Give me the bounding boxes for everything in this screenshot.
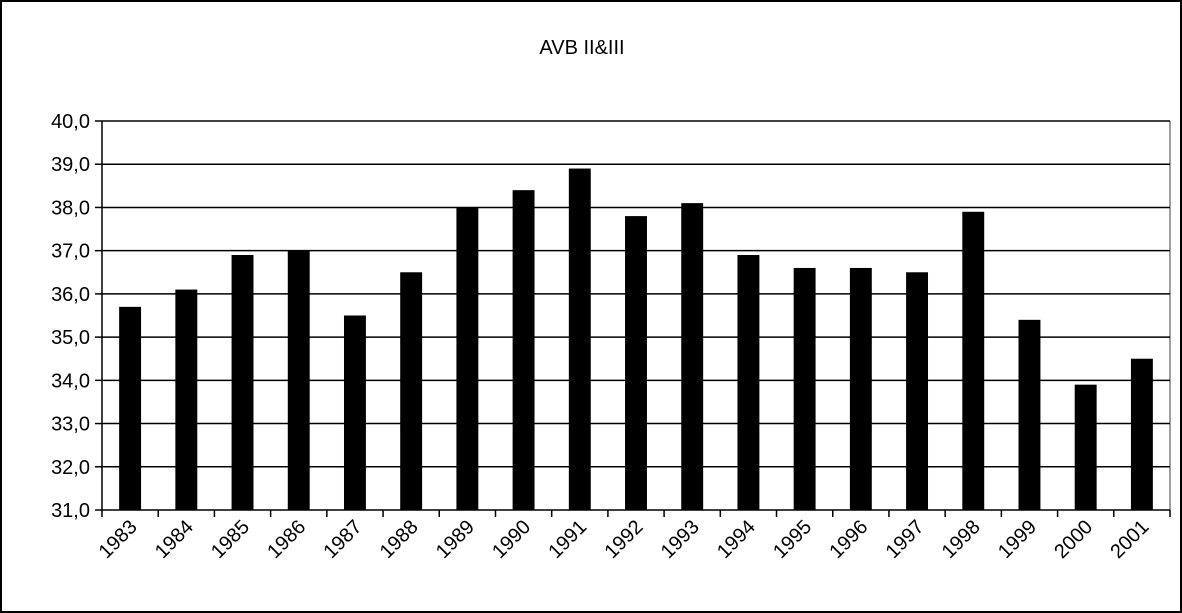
bar bbox=[849, 267, 872, 510]
bar bbox=[962, 211, 985, 510]
chart-title: AVB II&III bbox=[539, 37, 624, 59]
bar bbox=[1130, 358, 1153, 510]
x-tick-label: 2001 bbox=[1106, 516, 1153, 563]
x-tick-label: 1985 bbox=[207, 516, 254, 563]
y-tick-label: 31,0 bbox=[51, 500, 90, 522]
x-tick-label: 1984 bbox=[151, 516, 198, 563]
y-tick-label: 32,0 bbox=[51, 457, 90, 479]
x-tick-label: 1983 bbox=[95, 516, 142, 563]
x-tick-label: 1988 bbox=[376, 516, 423, 563]
x-tick-label: 1990 bbox=[488, 516, 535, 563]
bars bbox=[119, 168, 1153, 511]
bar bbox=[287, 250, 310, 510]
bar bbox=[737, 254, 760, 510]
x-tick-labels: 1983 1984 1985 1986 1987 1988 1989 1990 1991 1992… bbox=[95, 516, 1154, 563]
x-tick-label: 2000 bbox=[1050, 516, 1097, 563]
x-tick-label: 1986 bbox=[263, 516, 310, 563]
y-tick-label: 33,0 bbox=[51, 414, 90, 436]
bar bbox=[681, 203, 704, 510]
bar bbox=[119, 306, 142, 510]
x-tick-label: 1997 bbox=[882, 516, 929, 563]
y-tick-label: 34,0 bbox=[51, 370, 90, 392]
x-tick-label: 1987 bbox=[319, 516, 366, 563]
bar bbox=[1018, 319, 1041, 510]
bar bbox=[568, 168, 591, 511]
y-tick-label: 40,0 bbox=[51, 111, 90, 133]
bar bbox=[512, 190, 535, 510]
y-tick-label: 37,0 bbox=[51, 241, 90, 263]
x-tick-label: 1993 bbox=[657, 516, 704, 563]
bar bbox=[175, 289, 198, 510]
x-tick-label: 1992 bbox=[601, 516, 648, 563]
y-tick-labels: 31,0 32,0 33,0 34,0 35,0 36,0 37,0 38,0 39,0 40,0 bbox=[51, 111, 90, 522]
x-tick-label: 1998 bbox=[938, 516, 985, 563]
y-tick-label: 36,0 bbox=[51, 284, 90, 306]
x-tick-label: 1999 bbox=[994, 516, 1041, 563]
bar bbox=[625, 216, 647, 511]
bar bbox=[906, 272, 929, 510]
x-tick-label: 1995 bbox=[769, 516, 816, 563]
x-tick-label: 1994 bbox=[713, 516, 760, 563]
bar bbox=[400, 272, 423, 510]
x-tick-label: 1989 bbox=[432, 516, 479, 563]
x-tick-label: 1991 bbox=[544, 516, 591, 563]
bar bbox=[343, 315, 366, 510]
bar bbox=[231, 254, 254, 510]
bar bbox=[793, 267, 816, 510]
y-tick-label: 38,0 bbox=[51, 197, 90, 219]
axes bbox=[95, 120, 1171, 517]
x-tick-label: 1996 bbox=[825, 516, 872, 563]
bar bbox=[456, 207, 479, 510]
y-tick-label: 39,0 bbox=[51, 154, 90, 176]
bar bbox=[1074, 384, 1097, 510]
y-tick-label: 35,0 bbox=[51, 327, 90, 349]
